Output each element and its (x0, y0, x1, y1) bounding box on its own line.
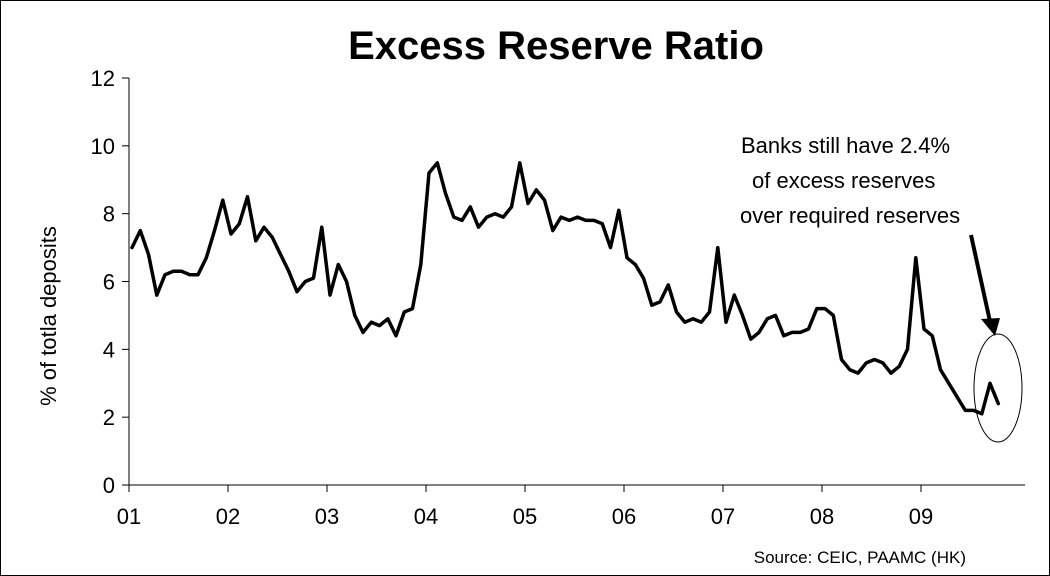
annotation-line-3: over required reserves (740, 203, 960, 228)
x-tick-label: 03 (315, 504, 339, 529)
y-tick-label: 2 (103, 405, 115, 430)
x-tick-label: 04 (414, 504, 438, 529)
annotation-line-1: Banks still have 2.4% (741, 133, 950, 158)
annotation-line-2: of excess reserves (752, 168, 935, 193)
annotation-group: Banks still have 2.4% of excess reserves… (740, 133, 1023, 443)
chart-title: Excess Reserve Ratio (348, 24, 764, 68)
y-tick-label: 4 (103, 337, 115, 362)
x-tick-label: 05 (513, 504, 537, 529)
y-tick-label: 8 (103, 202, 115, 227)
y-tick-label: 12 (91, 66, 115, 91)
series-layer (130, 161, 1001, 416)
x-tick-label: 06 (612, 504, 636, 529)
x-tick-label: 09 (909, 504, 933, 529)
y-axis-label: % of totla deposits (36, 226, 61, 406)
source-note: Source: CEIC, PAAMC (HK) (754, 548, 966, 567)
annotation-arrow-line (969, 234, 993, 327)
y-tick-label: 6 (103, 270, 115, 295)
x-tick-label: 07 (711, 504, 735, 529)
x-tick-label: 02 (216, 504, 240, 529)
x-tick-label: 08 (810, 504, 834, 529)
annotation-circle (973, 333, 1023, 443)
y-tick-label: 10 (91, 134, 115, 159)
series-line (130, 161, 1001, 416)
y-tick-label: 0 (103, 473, 115, 498)
x-tick-label: 01 (117, 504, 141, 529)
annotation-arrowhead (981, 318, 1000, 336)
axes (122, 77, 1025, 492)
